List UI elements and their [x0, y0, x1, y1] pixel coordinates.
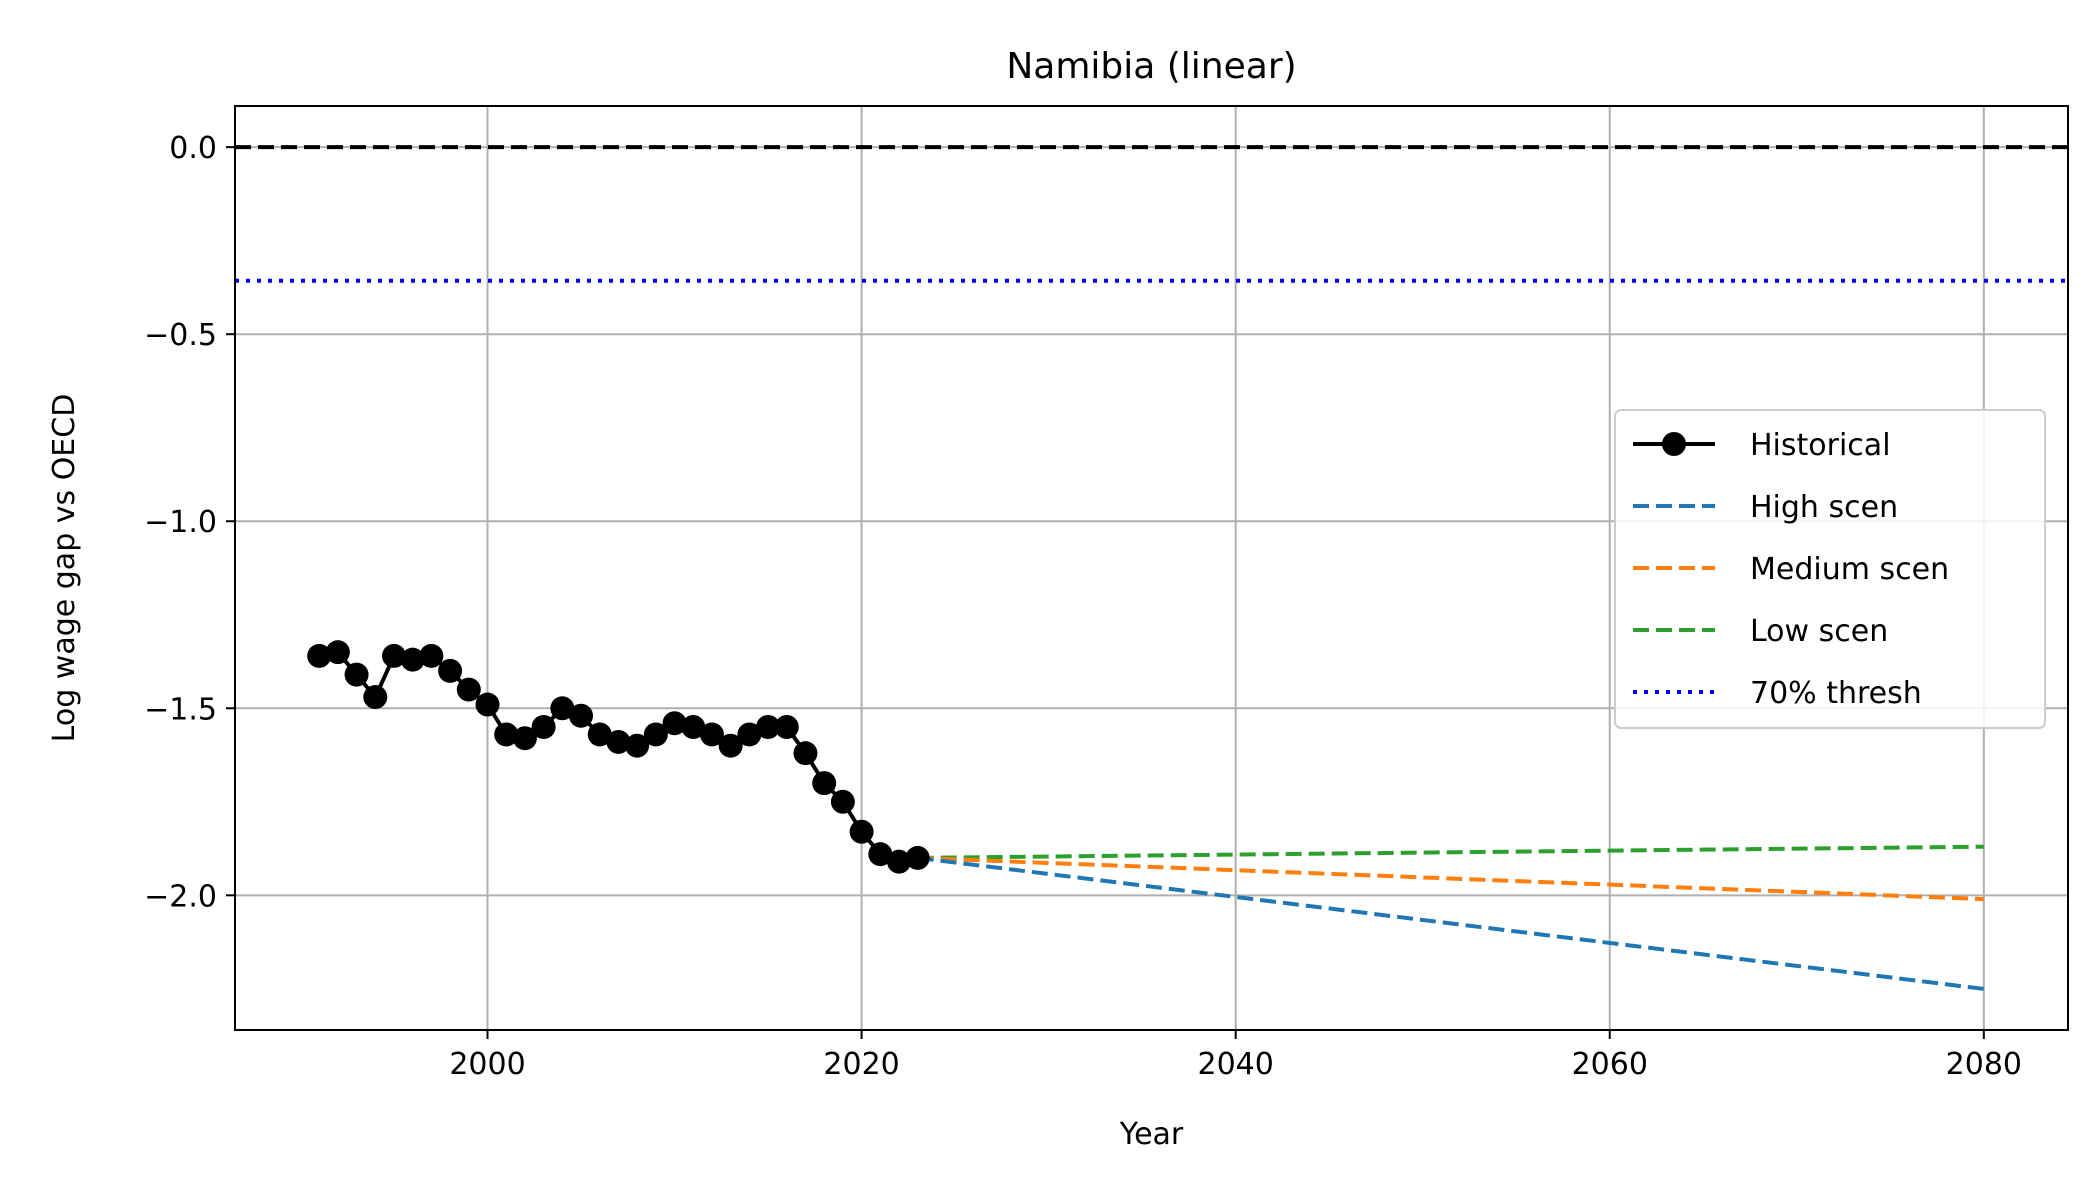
historical-data-point [606, 729, 631, 754]
historical-data-point [363, 685, 388, 710]
historical-data-point [307, 643, 332, 668]
historical-data-point [419, 643, 444, 668]
low-scen-series-line [917, 844, 1984, 860]
x-tick-label: 2020 [823, 1047, 899, 1082]
plot-frame [234, 105, 2069, 1031]
x-tick-label: 2000 [449, 1047, 525, 1082]
y-tick-label: −0.5 [144, 318, 217, 353]
historical-data-point [718, 733, 743, 758]
historical-data-point [625, 733, 650, 758]
high-scen-series-line [917, 855, 1985, 991]
x-tick-label: 2060 [1572, 1047, 1648, 1082]
historical-data-point [849, 819, 874, 844]
historical-data-point [774, 714, 799, 739]
historical-data-point [475, 692, 500, 717]
historical-data-point [587, 722, 612, 747]
medium-scen-series-line [917, 855, 1984, 902]
y-tick-label: −2.0 [144, 879, 217, 914]
historical-data-point [756, 714, 781, 739]
historical-data-point [793, 741, 818, 766]
historical-data-point [662, 711, 687, 736]
y-tick-label: −1.5 [144, 692, 217, 727]
historical-data-point [681, 714, 706, 739]
legend-label: Historical [1750, 428, 1891, 463]
chart-title: Namibia (linear) [1006, 46, 1296, 87]
historical-data-point [569, 703, 594, 728]
historical-data-point [325, 640, 350, 665]
legend-box [1614, 409, 2046, 729]
historical-data-point [830, 789, 855, 814]
historical-data-point [344, 662, 369, 687]
y-tick-label: −1.0 [144, 505, 217, 540]
historical-data-point [400, 647, 425, 672]
historical-data-point [456, 677, 481, 702]
x-tick-label: 2080 [1946, 1047, 2022, 1082]
x-axis-label: Year [1119, 1117, 1184, 1152]
historical-data-point [868, 842, 893, 867]
legend-label: 70% thresh [1750, 676, 1922, 711]
historical-data-point [381, 643, 406, 668]
legend-label: Low scen [1750, 614, 1888, 649]
x-tick-label: 2040 [1197, 1047, 1273, 1082]
legend-label: Medium scen [1750, 552, 1949, 587]
historical-data-point [812, 771, 837, 796]
legend: Historical High scen Medium scen Low scen 70… [1614, 409, 2046, 729]
historical-data-point [494, 722, 519, 747]
historical-data-point [550, 696, 575, 721]
legend-label: High scen [1750, 490, 1898, 525]
historical-data-point [643, 722, 668, 747]
historical-data-point [512, 726, 537, 751]
historical-data-point [699, 722, 724, 747]
legend-marker [1662, 432, 1686, 456]
historical-data-point [737, 722, 762, 747]
y-tick-label: 0.0 [169, 131, 217, 166]
grid-lines [235, 106, 2068, 1030]
y-axis-label: Log wage gap vs OECD [47, 394, 82, 743]
plot-area [235, 145, 2068, 991]
axis-ticks: 2000 2020 2040 2060 2080 0.0 −0.5 −1.0 −1.5 −2.0 [144, 131, 2022, 1082]
historical-data-point [905, 845, 930, 870]
historical-data-point [438, 658, 463, 683]
historical-data-point [531, 714, 556, 739]
historical-data-point [886, 849, 911, 874]
